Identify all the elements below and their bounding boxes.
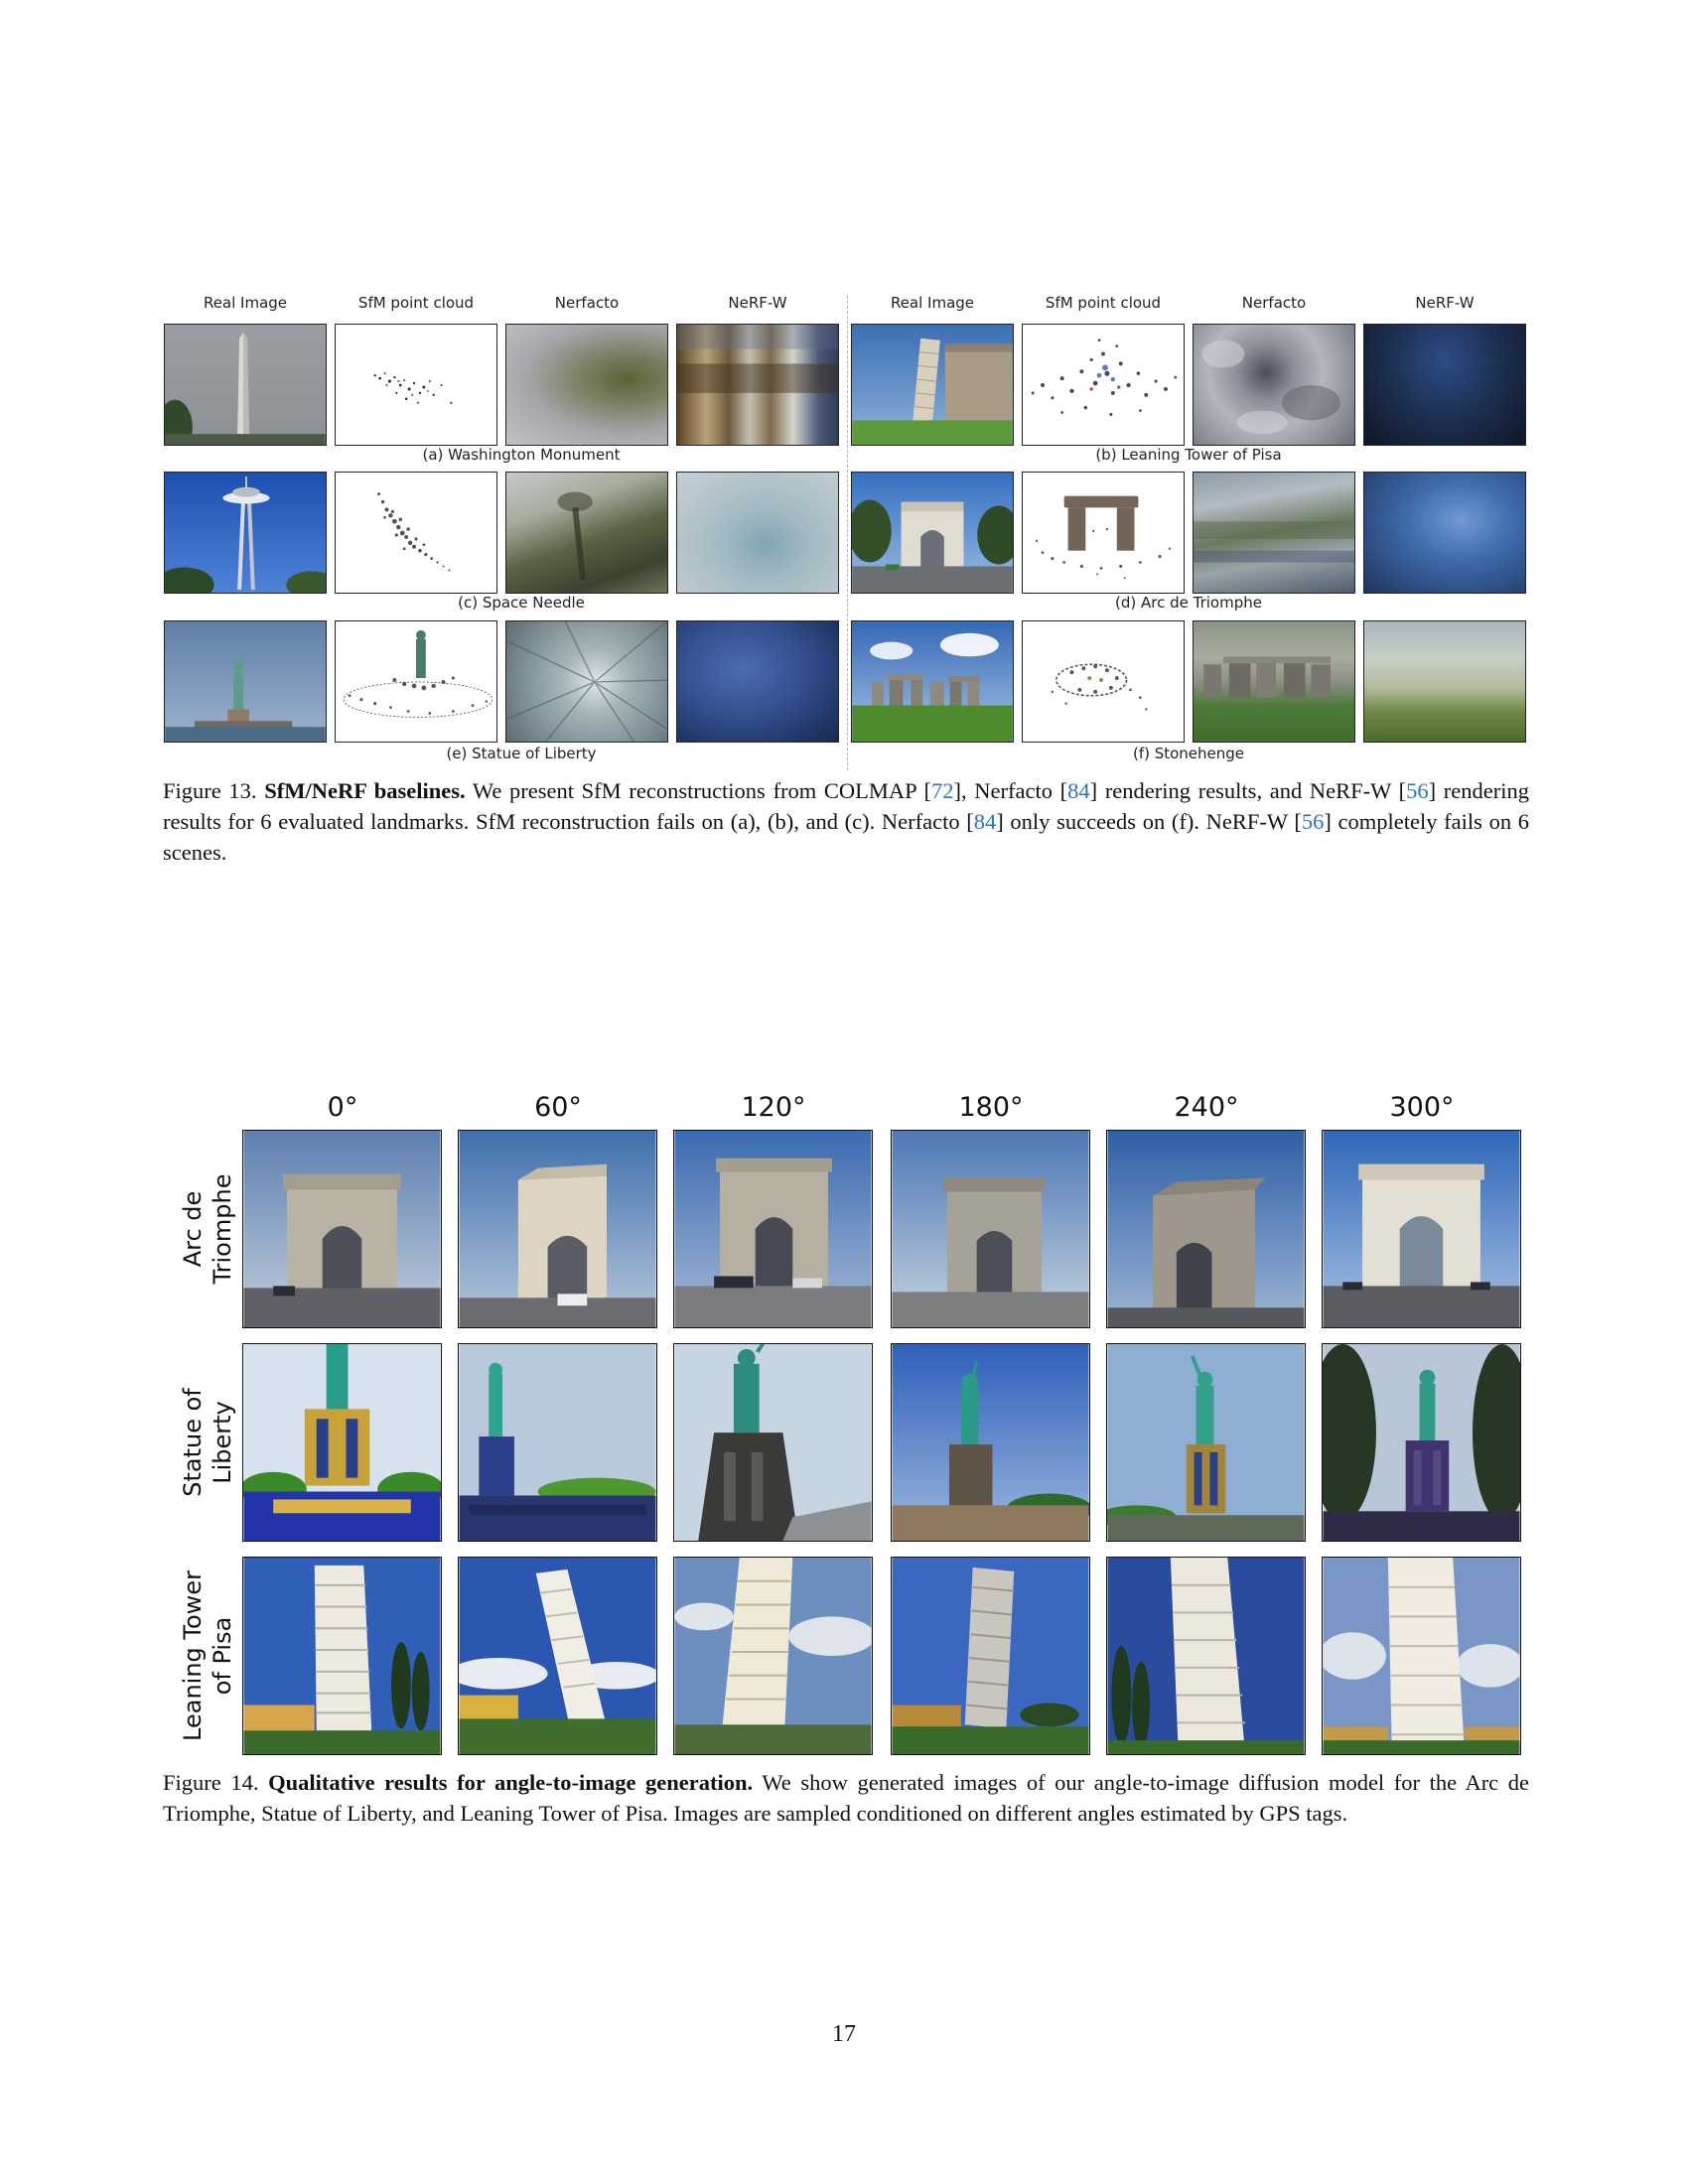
row-label-liberty: Statue of Liberty <box>163 1343 252 1542</box>
liberty-generated-300 <box>1322 1343 1521 1542</box>
angle-header-300: 300° <box>1389 1092 1455 1123</box>
pisa-nerfw <box>1363 324 1526 446</box>
pisa-generated-60 <box>458 1557 657 1755</box>
space-needle-nerfw <box>676 472 839 594</box>
stonehenge-real-image <box>851 620 1014 743</box>
arc-de-triomphe-nerfacto <box>1193 472 1355 594</box>
caption-text: ] rendering results, and NeRF-W [ <box>1089 778 1407 803</box>
figure-14: 0° 60° 120° 180° 240° 300° Arc de Triomph… <box>163 1092 1533 1767</box>
washington-monument-nerfacto <box>505 324 668 446</box>
caption-text: We present SfM reconstructions from COLM… <box>465 778 931 803</box>
caption-title: Qualitative results for angle-to-image g… <box>268 1770 754 1795</box>
pisa-generated-300 <box>1322 1557 1521 1755</box>
arc-de-triomphe-nerfw <box>1363 472 1526 594</box>
angle-header-120: 120° <box>741 1092 806 1123</box>
row-label-pisa: Leaning Tower of Pisa <box>163 1557 252 1755</box>
col-header-real-image-right: Real Image <box>890 294 975 312</box>
liberty-generated-60 <box>458 1343 657 1542</box>
figure-13-caption: Figure 13. SfM/NeRF baselines. We presen… <box>163 775 1529 868</box>
arc-generated-60 <box>458 1130 657 1328</box>
arc-generated-0 <box>242 1130 442 1328</box>
subcaption-c: (c) Space Needle <box>458 594 585 612</box>
statue-of-liberty-nerfacto <box>505 620 668 743</box>
angle-header-240: 240° <box>1174 1092 1239 1123</box>
subcaption-b: (b) Leaning Tower of Pisa <box>1095 446 1282 464</box>
liberty-generated-0 <box>242 1343 442 1542</box>
caption-text: ] completely fails on 6 scenes. <box>163 809 1529 865</box>
arc-de-triomphe-real-image <box>851 472 1014 594</box>
citation-link[interactable]: 84 <box>973 809 997 834</box>
row-label-line: of Pisa <box>209 1616 236 1696</box>
col-header-real-image-left: Real Image <box>203 294 288 312</box>
subcaption-f: (f) Stonehenge <box>1132 745 1245 762</box>
stonehenge-nerfw <box>1363 620 1526 743</box>
caption-text: ] only succeeds on (f). NeRF-W [ <box>996 809 1302 834</box>
row-label-line: Arc de <box>179 1190 207 1268</box>
stonehenge-nerfacto <box>1193 620 1355 743</box>
arc-generated-300 <box>1322 1130 1521 1328</box>
statue-of-liberty-nerfw <box>676 620 839 743</box>
statue-of-liberty-real-image <box>164 620 327 743</box>
statue-of-liberty-sfm-point-cloud <box>335 620 497 743</box>
caption-text: ] rendering results for 6 evaluated land… <box>163 778 1530 834</box>
figure-13: Real Image SfM point cloud Nerfacto NeRF… <box>163 294 1533 770</box>
angle-header-0: 0° <box>327 1092 358 1123</box>
pisa-generated-0 <box>242 1557 442 1755</box>
figure-14-caption: Figure 14. Qualitative results for angle… <box>163 1767 1529 1829</box>
pisa-generated-240 <box>1106 1557 1306 1755</box>
subcaption-d: (d) Arc de Triomphe <box>1115 594 1262 612</box>
caption-title: SfM/NeRF baselines. <box>264 778 466 803</box>
arc-generated-120 <box>673 1130 873 1328</box>
caption-text: ], Nerfacto [ <box>953 778 1068 803</box>
arc-generated-180 <box>891 1130 1090 1328</box>
arc-de-triomphe-sfm-point-cloud <box>1022 472 1185 594</box>
page-number: 17 <box>832 2021 856 2047</box>
col-header-sfm-right: SfM point cloud <box>1045 294 1162 312</box>
space-needle-real-image <box>164 472 327 594</box>
row-label-arc: Arc de Triomphe <box>163 1130 252 1328</box>
col-header-nerfw-right: NeRF-W <box>1415 294 1475 312</box>
caption-label: Figure 14. <box>163 1770 259 1795</box>
caption-label: Figure 13. <box>163 778 257 803</box>
caption-text: We show generated images of our angle-to… <box>163 1770 1530 1826</box>
subcaption-a: (a) Washington Monument <box>422 446 621 464</box>
row-label-line: Leaning Tower <box>179 1570 207 1741</box>
space-needle-sfm-point-cloud <box>335 472 497 594</box>
col-header-nerfw-left: NeRF-W <box>728 294 787 312</box>
col-header-sfm-left: SfM point cloud <box>357 294 475 312</box>
row-label-line: Statue of <box>179 1388 207 1497</box>
pisa-sfm-point-cloud <box>1022 324 1185 446</box>
pisa-real-image <box>851 324 1014 446</box>
washington-monument-real-image <box>164 324 327 446</box>
col-header-nerfacto-right: Nerfacto <box>1241 294 1307 312</box>
angle-header-180: 180° <box>958 1092 1024 1123</box>
liberty-generated-180 <box>891 1343 1090 1542</box>
pisa-generated-180 <box>891 1557 1090 1755</box>
washington-monument-sfm-point-cloud <box>335 324 497 446</box>
citation-link[interactable]: 56 <box>1406 778 1429 803</box>
washington-monument-nerfw <box>676 324 839 446</box>
citation-link[interactable]: 84 <box>1067 778 1090 803</box>
row-label-line: Triomphe <box>209 1173 236 1285</box>
col-header-nerfacto-left: Nerfacto <box>554 294 620 312</box>
liberty-generated-240 <box>1106 1343 1306 1542</box>
row-label-line: Liberty <box>209 1401 236 1484</box>
stonehenge-sfm-point-cloud <box>1022 620 1185 743</box>
pisa-nerfacto <box>1193 324 1355 446</box>
space-needle-nerfacto <box>505 472 668 594</box>
pisa-generated-120 <box>673 1557 873 1755</box>
arc-generated-240 <box>1106 1130 1306 1328</box>
subcaption-e: (e) Statue of Liberty <box>446 745 597 762</box>
citation-link[interactable]: 72 <box>931 778 954 803</box>
panel-divider <box>847 296 848 770</box>
citation-link[interactable]: 56 <box>1301 809 1325 834</box>
liberty-generated-120 <box>673 1343 873 1542</box>
angle-header-60: 60° <box>534 1092 582 1123</box>
